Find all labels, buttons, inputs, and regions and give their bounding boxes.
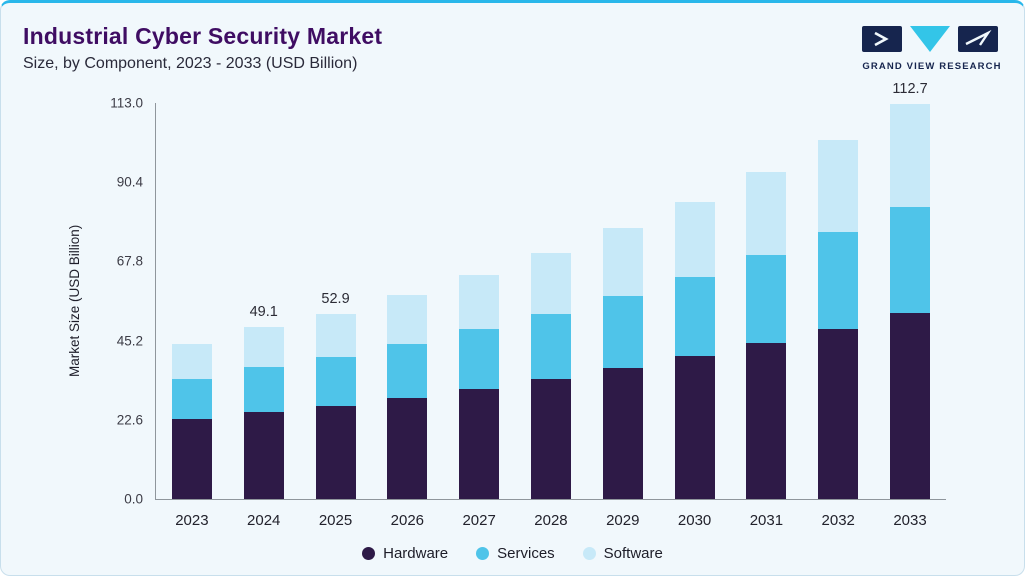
- gvr-logo-text: GRAND VIEW RESEARCH: [862, 61, 1002, 72]
- bar-segment-hardware: [602, 367, 643, 500]
- page-title: Industrial Cyber Security Market: [23, 23, 383, 49]
- bar-slot-2025: 52.9 2025: [300, 103, 372, 529]
- bar-slot-2024: 49.1 2024: [228, 103, 300, 529]
- bar-slot-2030: 2030: [659, 103, 731, 529]
- y-tick-label: 90.4: [116, 174, 143, 190]
- y-tick-label: 113.0: [110, 95, 143, 111]
- stacked-bar-2023: [171, 344, 212, 499]
- bar-segment-software: [890, 104, 931, 207]
- bar-slot-2026: 2026: [371, 103, 443, 529]
- bar-segment-hardware: [459, 388, 500, 499]
- stacked-bar-2033: [890, 104, 931, 499]
- bar-segment-services: [459, 329, 500, 389]
- bar-slot-2027: 2027: [443, 103, 515, 529]
- bar-segment-software: [171, 344, 212, 379]
- x-tick-label-2027: 2027: [462, 512, 496, 529]
- y-tick-label: 67.8: [116, 253, 143, 269]
- bar-slot-2023: 2023: [156, 103, 228, 529]
- x-tick-label-2026: 2026: [390, 512, 425, 529]
- bar-segment-software: [315, 313, 356, 358]
- bar-segment-hardware: [530, 378, 571, 499]
- legend: Hardware Services Software: [1, 545, 1024, 562]
- bar-segment-services: [818, 231, 859, 329]
- title-block: Industrial Cyber Security Market Size, b…: [23, 23, 382, 73]
- plot-area: 2023 49.1 2024 52.9 2025 2026 2027 2028 2029 2030…: [155, 81, 946, 529]
- legend-swatch-hardware: [362, 547, 376, 560]
- bar-segment-services: [530, 313, 571, 379]
- y-tick-label: 22.6: [116, 412, 143, 428]
- y-tick-label: 0.0: [124, 491, 143, 507]
- stacked-bar-2027: [459, 275, 500, 499]
- legend-label-services: Services: [497, 545, 555, 562]
- legend-swatch-software: [582, 547, 596, 560]
- bar-segment-software: [530, 253, 571, 314]
- x-tick-label-2031: 2031: [749, 512, 784, 529]
- y-tick-label: 45.2: [116, 333, 143, 349]
- bar-total-label-2033: 112.7: [892, 81, 928, 98]
- x-tick-label-2024: 2024: [247, 512, 281, 529]
- x-tick-label-2033: 2033: [893, 512, 927, 529]
- bar-segment-services: [890, 206, 931, 314]
- stacked-bar-2024: [243, 326, 284, 499]
- x-tick-label-2028: 2028: [534, 512, 568, 529]
- x-tick-label-2030: 2030: [677, 512, 712, 529]
- chart-header: Industrial Cyber Security Market Size, b…: [23, 23, 1002, 73]
- bar-slot-2031: 2031: [731, 103, 803, 529]
- bar-segment-hardware: [315, 406, 356, 499]
- bar-segment-software: [746, 172, 787, 256]
- stacked-bar-2026: [387, 295, 428, 499]
- legend-item-services: Services: [476, 545, 555, 562]
- bar-segment-hardware: [171, 419, 212, 499]
- stacked-bar-2029: [602, 228, 643, 500]
- bar-slot-2028: 2028: [515, 103, 587, 529]
- legend-label-hardware: Hardware: [383, 545, 449, 562]
- bar-segment-services: [171, 378, 212, 420]
- bar-segment-services: [243, 367, 284, 413]
- bar-segment-services: [387, 344, 428, 398]
- stacked-bar-2031: [746, 172, 787, 499]
- page-subtitle: Size, by Component, 2023 - 2033 (USD Bil…: [23, 55, 358, 72]
- bar-segment-hardware: [387, 397, 428, 499]
- bar-segment-software: [243, 326, 284, 368]
- gvr-logo-icon: [862, 26, 998, 52]
- y-axis-ticks: 0.0 22.6 45.2 67.8 90.4 113.0: [1, 96, 143, 507]
- x-tick-label-2025: 2025: [318, 512, 353, 529]
- bar-segment-software: [459, 275, 500, 330]
- bar-segment-hardware: [243, 412, 284, 499]
- bar-total-label-2025: 52.9: [321, 290, 350, 307]
- bar-segment-hardware: [818, 328, 859, 499]
- stacked-bar-2028: [530, 253, 571, 499]
- stacked-bar-2030: [674, 201, 715, 500]
- stacked-bar-2032: [818, 139, 859, 499]
- bar-slot-2033: 112.7 2033: [874, 81, 946, 529]
- bar-total-label-2024: 49.1: [249, 303, 278, 320]
- bar-slot-2032: 2032: [802, 103, 874, 529]
- stacked-bar-2025: [315, 313, 356, 499]
- bar-segment-software: [387, 295, 428, 345]
- bar-slot-2029: 2029: [587, 103, 659, 529]
- legend-item-software: Software: [582, 545, 663, 562]
- bar-segment-software: [818, 139, 859, 232]
- bar-segment-hardware: [746, 343, 787, 499]
- bar-segment-services: [674, 276, 715, 357]
- bar-segment-services: [602, 296, 643, 368]
- x-tick-label-2029: 2029: [606, 512, 640, 529]
- legend-swatch-services: [476, 547, 490, 560]
- legend-item-hardware: Hardware: [362, 545, 448, 562]
- bar-segment-software: [674, 201, 715, 277]
- bar-segment-services: [315, 357, 356, 407]
- bar-segment-hardware: [674, 356, 715, 500]
- x-tick-label-2032: 2032: [821, 512, 855, 529]
- legend-label-software: Software: [603, 545, 663, 562]
- gvr-logo: GRAND VIEW RESEARCH: [862, 23, 1002, 72]
- bar-segment-software: [602, 228, 643, 297]
- x-tick-label-2023: 2023: [175, 512, 209, 529]
- bar-segment-hardware: [890, 313, 931, 499]
- bar-segment-services: [746, 255, 787, 344]
